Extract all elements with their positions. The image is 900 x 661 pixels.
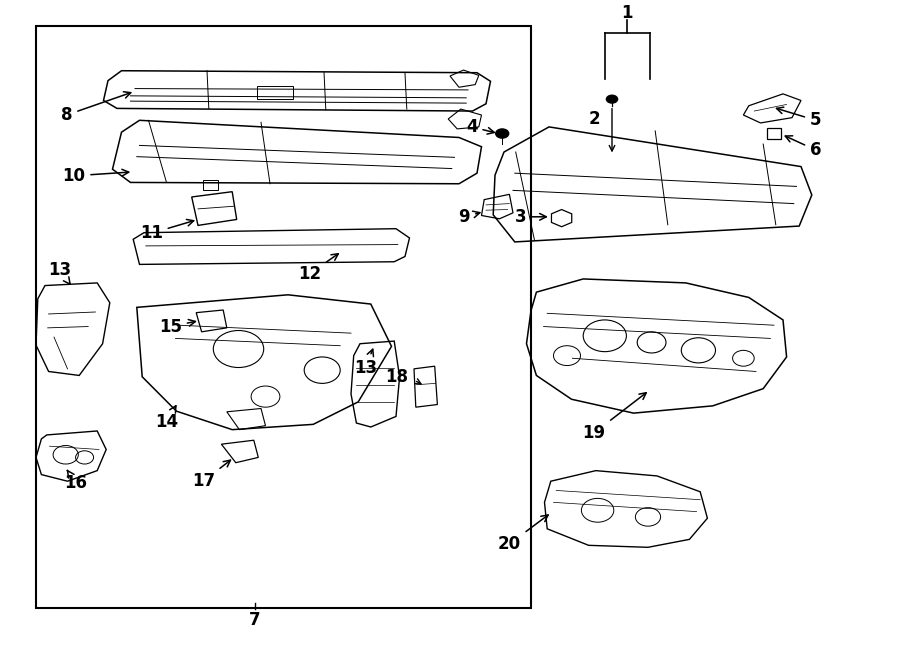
Bar — [203, 180, 218, 190]
Text: 11: 11 — [140, 219, 194, 243]
Text: 4: 4 — [466, 118, 494, 136]
Bar — [767, 128, 781, 139]
Text: 12: 12 — [298, 254, 338, 283]
Text: 14: 14 — [155, 406, 178, 431]
Text: 6: 6 — [786, 136, 822, 159]
Text: 13: 13 — [354, 349, 377, 377]
Text: 17: 17 — [192, 460, 230, 490]
Text: 15: 15 — [158, 317, 195, 336]
Text: 9: 9 — [459, 208, 480, 226]
Text: 18: 18 — [385, 368, 409, 386]
Text: 19: 19 — [582, 393, 646, 442]
Text: 10: 10 — [62, 167, 129, 185]
Text: 3: 3 — [515, 208, 546, 226]
Text: 20: 20 — [498, 515, 548, 553]
Text: 5: 5 — [777, 107, 822, 130]
Bar — [256, 86, 292, 99]
Bar — [36, 26, 531, 608]
Text: 13: 13 — [48, 260, 71, 284]
Circle shape — [495, 128, 509, 139]
Text: 1: 1 — [622, 4, 633, 22]
Text: 7: 7 — [249, 611, 260, 629]
Text: 16: 16 — [64, 471, 87, 492]
Text: 2: 2 — [589, 110, 599, 128]
Circle shape — [606, 95, 618, 104]
Text: 8: 8 — [61, 92, 130, 124]
